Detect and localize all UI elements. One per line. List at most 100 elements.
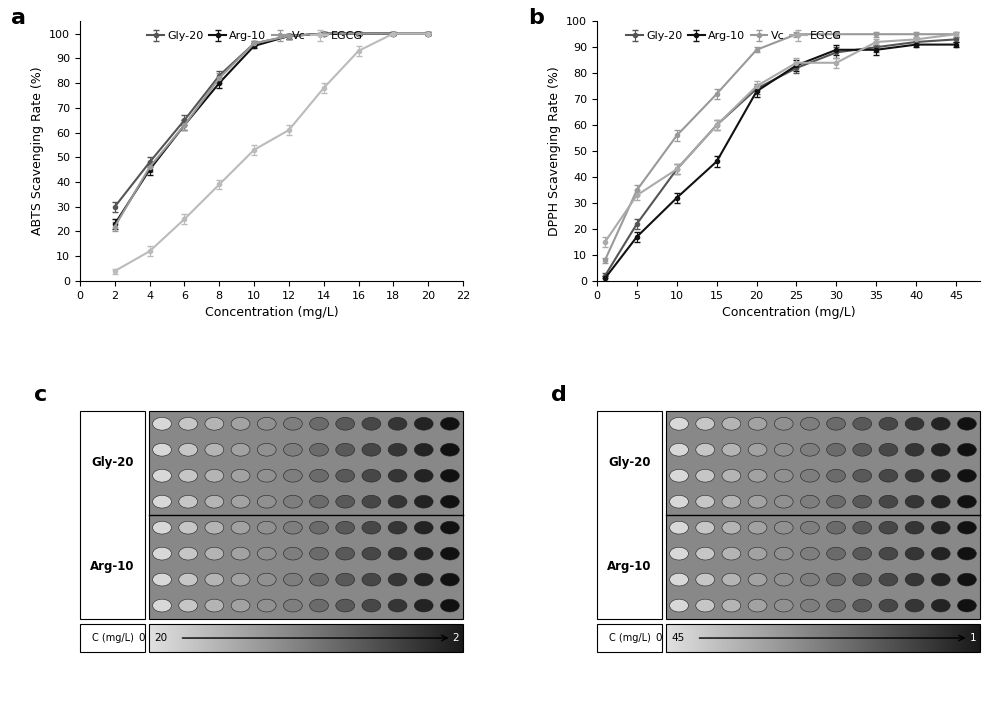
FancyBboxPatch shape <box>218 624 220 653</box>
FancyBboxPatch shape <box>80 624 145 653</box>
FancyBboxPatch shape <box>386 624 388 653</box>
FancyBboxPatch shape <box>182 624 184 653</box>
Circle shape <box>153 547 171 560</box>
FancyBboxPatch shape <box>154 624 156 653</box>
Circle shape <box>957 417 976 430</box>
Circle shape <box>362 469 381 482</box>
FancyBboxPatch shape <box>682 624 684 653</box>
Circle shape <box>362 417 381 430</box>
Y-axis label: DPPH Scavenging Rate (%): DPPH Scavenging Rate (%) <box>548 66 561 236</box>
FancyBboxPatch shape <box>923 624 925 653</box>
Circle shape <box>748 599 767 612</box>
Circle shape <box>774 496 793 508</box>
FancyBboxPatch shape <box>152 624 154 653</box>
FancyBboxPatch shape <box>876 624 878 653</box>
FancyBboxPatch shape <box>912 624 914 653</box>
FancyBboxPatch shape <box>188 624 190 653</box>
FancyBboxPatch shape <box>821 624 823 653</box>
FancyBboxPatch shape <box>927 624 929 653</box>
FancyBboxPatch shape <box>754 624 756 653</box>
Circle shape <box>440 443 459 456</box>
FancyBboxPatch shape <box>666 624 668 653</box>
FancyBboxPatch shape <box>840 624 842 653</box>
FancyBboxPatch shape <box>389 624 391 653</box>
Circle shape <box>310 521 328 534</box>
FancyBboxPatch shape <box>818 624 820 653</box>
FancyBboxPatch shape <box>309 624 311 653</box>
FancyBboxPatch shape <box>906 624 908 653</box>
Circle shape <box>931 469 950 482</box>
Circle shape <box>748 417 767 430</box>
FancyBboxPatch shape <box>223 624 225 653</box>
FancyBboxPatch shape <box>828 624 830 653</box>
Circle shape <box>696 547 715 560</box>
Circle shape <box>257 599 276 612</box>
FancyBboxPatch shape <box>336 624 338 653</box>
FancyBboxPatch shape <box>740 624 742 653</box>
FancyBboxPatch shape <box>958 624 960 653</box>
FancyBboxPatch shape <box>209 624 211 653</box>
FancyBboxPatch shape <box>806 624 808 653</box>
FancyBboxPatch shape <box>696 624 698 653</box>
FancyBboxPatch shape <box>308 624 309 653</box>
Circle shape <box>153 496 171 508</box>
Text: Gly-20: Gly-20 <box>608 456 651 469</box>
FancyBboxPatch shape <box>862 624 864 653</box>
FancyBboxPatch shape <box>199 624 201 653</box>
Circle shape <box>283 547 302 560</box>
FancyBboxPatch shape <box>337 624 339 653</box>
Circle shape <box>879 599 898 612</box>
FancyBboxPatch shape <box>961 624 963 653</box>
FancyBboxPatch shape <box>273 624 275 653</box>
Circle shape <box>205 573 224 586</box>
FancyBboxPatch shape <box>945 624 947 653</box>
Circle shape <box>853 443 872 456</box>
FancyBboxPatch shape <box>304 624 306 653</box>
Circle shape <box>414 573 433 586</box>
Circle shape <box>414 443 433 456</box>
Circle shape <box>153 417 171 430</box>
FancyBboxPatch shape <box>201 624 203 653</box>
FancyBboxPatch shape <box>815 624 817 653</box>
FancyBboxPatch shape <box>306 624 308 653</box>
FancyBboxPatch shape <box>319 624 320 653</box>
FancyBboxPatch shape <box>422 624 424 653</box>
Circle shape <box>905 547 924 560</box>
FancyBboxPatch shape <box>166 624 168 653</box>
FancyBboxPatch shape <box>378 624 380 653</box>
Circle shape <box>800 521 819 534</box>
FancyBboxPatch shape <box>253 624 255 653</box>
FancyBboxPatch shape <box>366 624 368 653</box>
FancyBboxPatch shape <box>911 624 913 653</box>
Circle shape <box>774 573 793 586</box>
Circle shape <box>879 496 898 508</box>
FancyBboxPatch shape <box>370 624 372 653</box>
Legend: Gly-20, Arg-10, Vc, EGCG: Gly-20, Arg-10, Vc, EGCG <box>622 27 846 46</box>
FancyBboxPatch shape <box>216 624 218 653</box>
FancyBboxPatch shape <box>397 624 399 653</box>
FancyBboxPatch shape <box>221 624 223 653</box>
FancyBboxPatch shape <box>312 624 314 653</box>
Circle shape <box>153 599 171 612</box>
FancyBboxPatch shape <box>286 624 287 653</box>
FancyBboxPatch shape <box>402 624 404 653</box>
FancyBboxPatch shape <box>458 624 460 653</box>
Circle shape <box>153 443 171 456</box>
Circle shape <box>440 521 459 534</box>
FancyBboxPatch shape <box>826 624 828 653</box>
Circle shape <box>205 469 224 482</box>
FancyBboxPatch shape <box>716 624 718 653</box>
FancyBboxPatch shape <box>427 624 429 653</box>
Circle shape <box>257 469 276 482</box>
Circle shape <box>748 547 767 560</box>
Circle shape <box>362 599 381 612</box>
FancyBboxPatch shape <box>869 624 870 653</box>
Circle shape <box>722 599 741 612</box>
FancyBboxPatch shape <box>388 624 390 653</box>
Circle shape <box>440 599 459 612</box>
FancyBboxPatch shape <box>762 624 764 653</box>
Circle shape <box>800 443 819 456</box>
FancyBboxPatch shape <box>439 624 441 653</box>
FancyBboxPatch shape <box>688 624 690 653</box>
Text: b: b <box>528 8 544 28</box>
